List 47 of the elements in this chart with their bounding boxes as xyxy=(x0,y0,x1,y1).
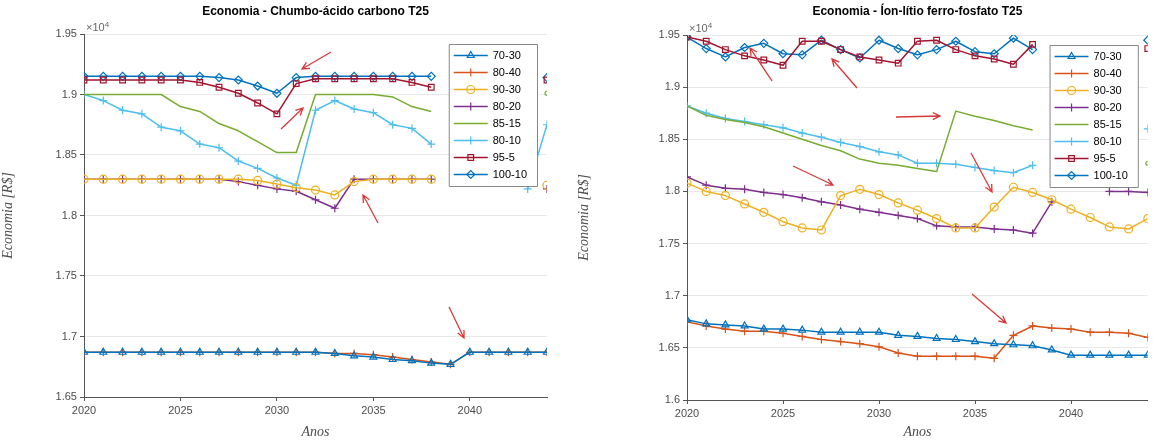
y-tick-label: 1.75 xyxy=(658,236,680,249)
x-tick-label: 2035 xyxy=(361,403,386,416)
x-tick-label: 2025 xyxy=(770,406,796,419)
y-tick-label: 1.9 xyxy=(61,87,77,100)
x-tick-label: 2020 xyxy=(71,403,97,416)
legend-label: 70-30 xyxy=(1093,49,1122,62)
chart-title: Economia - Chumbo-ácido carbono T25 xyxy=(202,4,430,19)
y-tick-label: 1.7 xyxy=(61,329,77,342)
x-tick-label: 2040 xyxy=(457,403,483,416)
y-tick-label: 1.65 xyxy=(55,390,77,403)
y-tick-label: 1.8 xyxy=(61,208,77,221)
y-tick-label: 1.9 xyxy=(664,80,680,93)
legend-label: 80-10 xyxy=(492,133,521,146)
y-tick-label: 1.95 xyxy=(55,27,77,40)
legend-label: 80-10 xyxy=(1093,134,1122,147)
x-tick-label: 2020 xyxy=(674,406,700,419)
legend-label: 95-5 xyxy=(1093,151,1116,164)
legend-label: 80-20 xyxy=(492,99,521,112)
y-axis-title: Economia [R$] xyxy=(0,172,16,260)
x-tick-label: 2030 xyxy=(866,406,892,419)
y-tick-label: 1.85 xyxy=(658,132,680,145)
legend-label: 85-15 xyxy=(492,116,521,129)
legend-label: 80-20 xyxy=(1093,100,1122,113)
y-tick-label: 1.8 xyxy=(664,184,680,197)
y-tick-label: 1.85 xyxy=(55,148,77,161)
x-tick-label: 2030 xyxy=(264,403,290,416)
y-tick-label: 1.6 xyxy=(664,393,680,406)
legend-label: 100-10 xyxy=(1093,168,1128,181)
x-axis-title: Anos xyxy=(902,424,932,440)
legend-label: 70-30 xyxy=(492,48,521,61)
legend-label: 85-15 xyxy=(1093,117,1122,130)
x-axis-title: Anos xyxy=(300,424,331,440)
y-tick-label: 1.7 xyxy=(664,288,680,301)
legend-label: 90-30 xyxy=(492,82,521,95)
x-tick-label: 2035 xyxy=(962,406,988,419)
legend-label: 95-5 xyxy=(492,150,515,163)
x-tick-label: 2025 xyxy=(168,403,193,416)
legend-label: 80-40 xyxy=(1093,66,1122,79)
y-tick-label: 1.65 xyxy=(658,340,680,353)
y-tick-label: 1.75 xyxy=(55,269,77,282)
legend-label: 90-30 xyxy=(1093,83,1122,96)
y-axis-title: Economia [R$] xyxy=(576,174,592,262)
legend-label: 100-10 xyxy=(492,167,528,180)
chart-title: Economia - Íon-lítio ferro-fosfato T25 xyxy=(812,3,1023,19)
y-tick-label: 1.95 xyxy=(658,28,680,41)
legend-label: 80-40 xyxy=(492,65,521,78)
x-tick-label: 2040 xyxy=(1058,406,1084,419)
